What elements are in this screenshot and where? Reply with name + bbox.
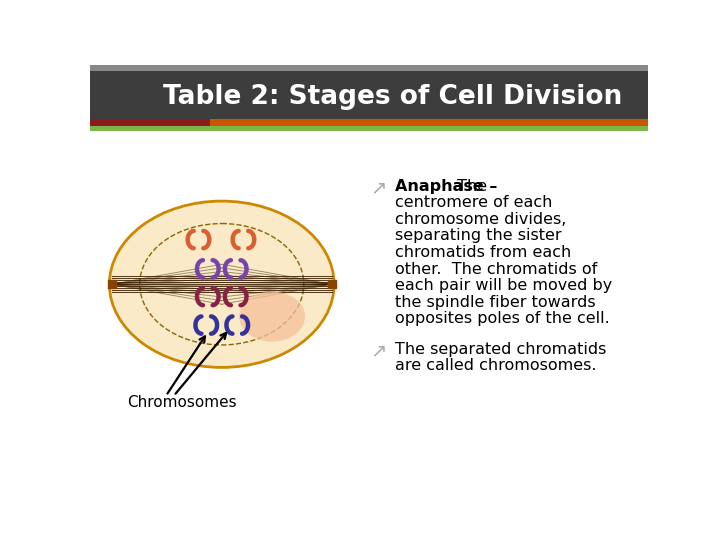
Bar xyxy=(90,119,210,126)
Text: each pair will be moved by: each pair will be moved by xyxy=(395,278,612,293)
Text: are called chromosomes.: are called chromosomes. xyxy=(395,358,596,373)
Text: ↗: ↗ xyxy=(371,342,387,361)
Text: the spindle fiber towards: the spindle fiber towards xyxy=(395,295,595,309)
Text: Anaphase –: Anaphase – xyxy=(395,179,497,194)
Text: Table 2: Stages of Cell Division: Table 2: Stages of Cell Division xyxy=(163,84,622,110)
Text: ↗: ↗ xyxy=(371,179,387,198)
Text: The: The xyxy=(452,179,487,194)
Ellipse shape xyxy=(239,292,305,342)
Text: separating the sister: separating the sister xyxy=(395,228,561,244)
Bar xyxy=(90,65,648,71)
Bar xyxy=(210,119,648,126)
Text: chromosome divides,: chromosome divides, xyxy=(395,212,566,227)
Text: other.  The chromatids of: other. The chromatids of xyxy=(395,261,597,276)
Text: Chromosomes: Chromosomes xyxy=(127,395,237,409)
Text: The separated chromatids: The separated chromatids xyxy=(395,342,606,356)
Ellipse shape xyxy=(109,201,334,367)
Bar xyxy=(90,71,648,119)
Text: opposites poles of the cell.: opposites poles of the cell. xyxy=(395,311,609,326)
Text: centromere of each: centromere of each xyxy=(395,195,552,210)
Bar xyxy=(90,126,648,131)
Text: chromatids from each: chromatids from each xyxy=(395,245,571,260)
